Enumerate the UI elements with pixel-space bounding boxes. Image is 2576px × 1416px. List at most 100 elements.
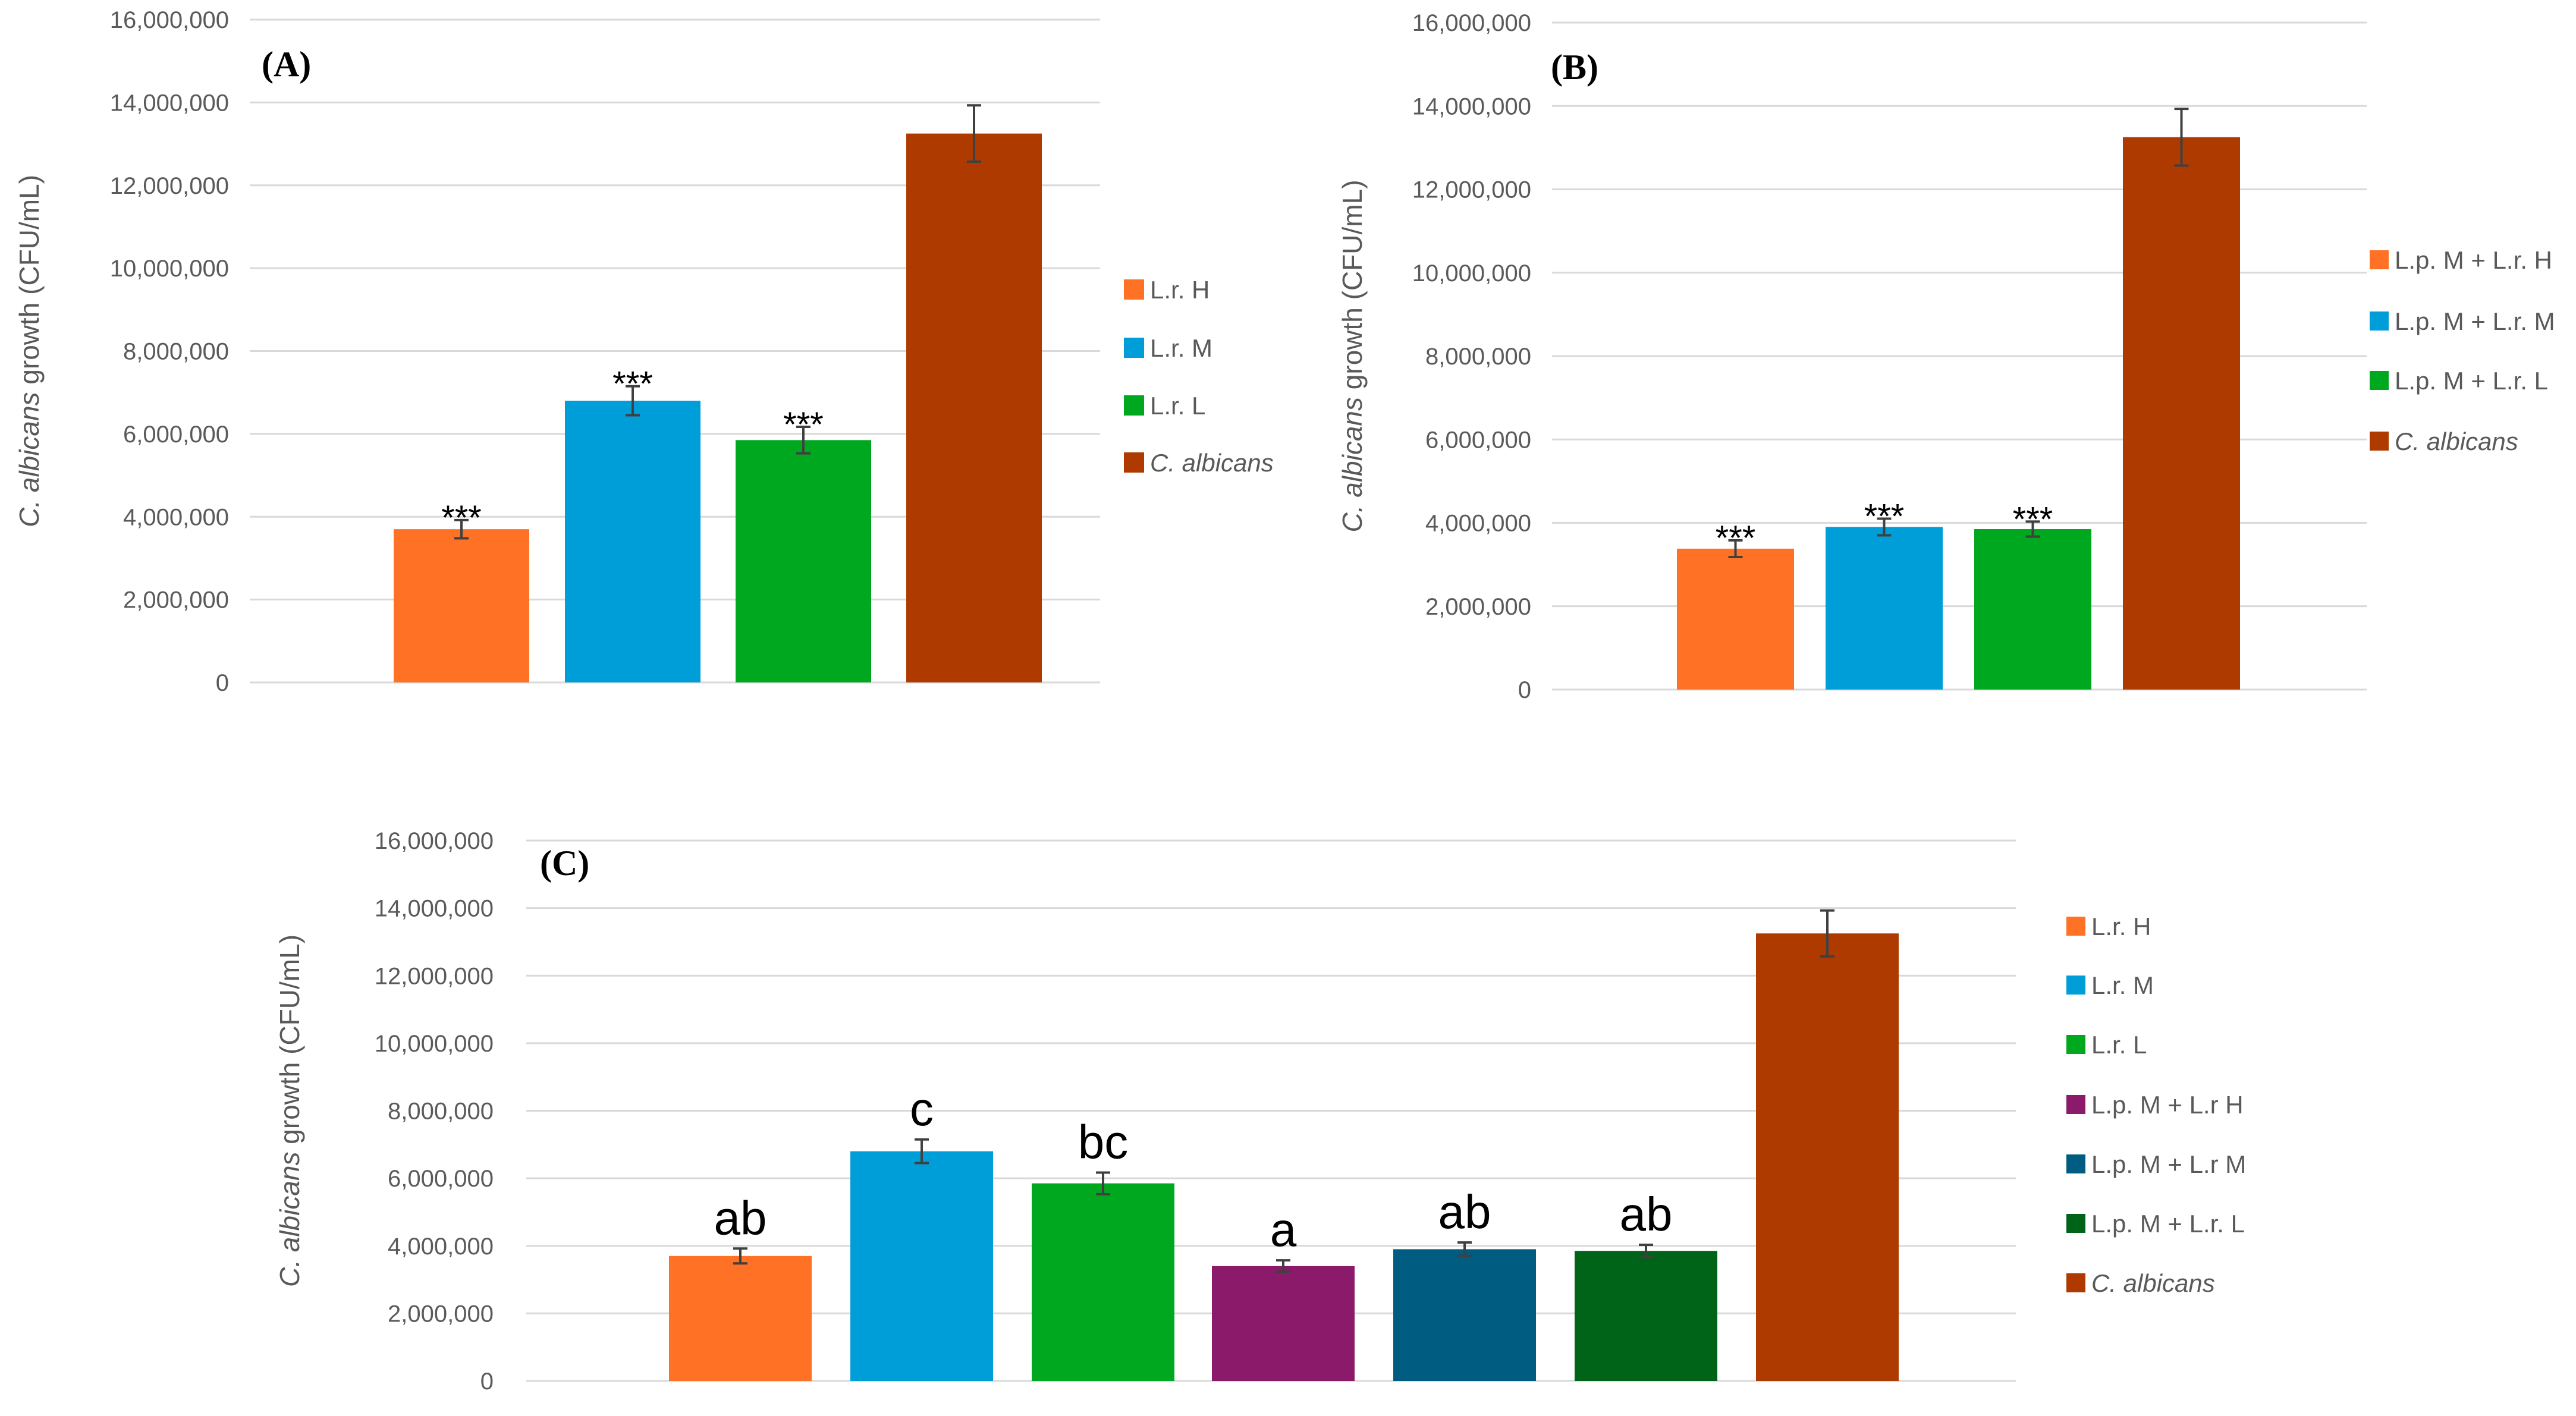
bar-4 (2123, 137, 2240, 690)
legend-swatch (2066, 917, 2085, 936)
chart-panel-a: 0 2,000,000 4,000,000 6,000,000 8,000,000 10,… (14, 7, 1274, 696)
chart-panel-b: 0 2,000,000 4,000,000 6,000,000 8,000,000 10,… (1337, 10, 2555, 703)
y-tick-label: 8,000,000 (123, 339, 229, 365)
y-axis-label-italic: C. albicans (14, 392, 45, 527)
y-tick-label: 12,000,000 (110, 173, 229, 199)
significance-label: ab (1620, 1188, 1673, 1241)
legend-label: L.r. L (1150, 392, 1205, 420)
y-tick-label: 16,000,000 (1412, 10, 1531, 36)
y-tick-label: 4,000,000 (123, 504, 229, 530)
bar-3 (1974, 529, 2091, 690)
significance-label: ab (1438, 1185, 1491, 1238)
legend-label: L.r. H (1150, 276, 1210, 304)
y-axis-label-rest: growth (CFU/mL) (274, 934, 305, 1151)
y-tick-label: 10,000,000 (110, 256, 229, 282)
bar-4 (1212, 1266, 1355, 1381)
panel-label: (B) (1551, 48, 1598, 87)
legend-swatch (1124, 452, 1144, 473)
legend-label: L.p. M + L.r. L (2091, 1210, 2245, 1238)
y-axis-label-italic: C. albicans (274, 1151, 305, 1287)
y-tick-label: 4,000,000 (388, 1234, 494, 1260)
y-tick-label: 0 (1518, 677, 1531, 703)
significance-label: *** (783, 405, 824, 444)
legend-label: L.r. M (2091, 971, 2154, 999)
legend-swatch (1124, 279, 1144, 300)
y-tick-label: 16,000,000 (110, 7, 229, 33)
y-axis-label: C. albicans growth (CFU/mL) (1337, 180, 1368, 532)
bar-3 (1032, 1183, 1174, 1381)
y-tick-label: 10,000,000 (375, 1031, 494, 1057)
bar-1 (669, 1255, 812, 1381)
y-tick-label: 16,000,000 (375, 828, 494, 854)
y-tick-label: 14,000,000 (375, 896, 494, 922)
y-axis-label: C. albicans growth (CFU/mL) (274, 934, 305, 1287)
y-tick-label: 14,000,000 (1412, 93, 1531, 119)
y-tick-label: 0 (480, 1368, 494, 1395)
y-axis-label-rest: growth (CFU/mL) (1337, 180, 1368, 397)
bar-1 (394, 529, 529, 682)
legend-swatch (2370, 250, 2389, 269)
legend-label: L.r. M (1150, 334, 1212, 362)
y-axis-label-italic: C. albicans (1337, 397, 1368, 533)
significance-label: ab (714, 1191, 767, 1244)
legend-swatch (1124, 338, 1144, 358)
y-tick-label: 8,000,000 (1425, 344, 1531, 370)
y-tick-label: 12,000,000 (1412, 177, 1531, 203)
bar-1 (1677, 548, 1794, 690)
legend-swatch (2066, 1273, 2085, 1292)
significance-label: *** (1864, 497, 1905, 536)
legend-label: C. albicans (2395, 427, 2518, 455)
y-tick-label: 6,000,000 (388, 1166, 494, 1192)
significance-label: *** (612, 365, 653, 404)
y-tick-label: 6,000,000 (123, 421, 229, 448)
legend-swatch (2370, 371, 2389, 390)
legend-swatch (2370, 432, 2389, 451)
significance-label: bc (1078, 1115, 1129, 1168)
bar-5 (1393, 1249, 1536, 1381)
significance-label: a (1270, 1203, 1297, 1256)
y-tick-label: 10,000,000 (1412, 260, 1531, 287)
bar-7 (1756, 933, 1899, 1381)
y-tick-label: 0 (216, 670, 229, 696)
chart-panel-c: 0 2,000,000 4,000,000 6,000,000 8,000,000 10,… (274, 828, 2246, 1395)
legend-label: L.p. M + L.r H (2091, 1091, 2244, 1119)
bar-3 (736, 440, 871, 682)
y-tick-label: 4,000,000 (1425, 511, 1531, 537)
y-tick-label: 8,000,000 (388, 1099, 494, 1125)
bar-2 (850, 1151, 993, 1381)
y-tick-label: 2,000,000 (1425, 594, 1531, 620)
legend-swatch (2066, 1214, 2085, 1233)
significance-label: *** (1716, 519, 1756, 558)
bar-6 (1575, 1251, 1717, 1381)
legend-swatch (2066, 976, 2085, 995)
legend-label: L.p. M + L.r. H (2395, 246, 2552, 274)
legend-label: L.p. M + L.r. L (2395, 367, 2548, 395)
legend-swatch (2370, 311, 2389, 331)
legend-label: L.p. M + L.r. M (2395, 307, 2555, 335)
y-tick-label: 2,000,000 (388, 1301, 494, 1327)
significance-label: c (910, 1083, 934, 1135)
bar-4 (906, 133, 1042, 682)
y-tick-label: 14,000,000 (110, 90, 229, 116)
legend-swatch (2066, 1095, 2085, 1114)
significance-label: *** (441, 499, 482, 537)
y-axis-label: C. albicans growth (CFU/mL) (14, 175, 45, 527)
bar-2 (1826, 527, 1943, 690)
legend-swatch (2066, 1154, 2085, 1173)
legend-swatch (1124, 395, 1144, 416)
panel-label: (A) (262, 45, 311, 84)
legend-label: L.r. L (2091, 1031, 2147, 1059)
significance-label: *** (2013, 500, 2053, 539)
y-tick-label: 6,000,000 (1425, 427, 1531, 453)
y-tick-label: 12,000,000 (375, 963, 494, 989)
legend-label: L.p. M + L.r M (2091, 1150, 2246, 1178)
y-axis-label-rest: growth (CFU/mL) (14, 175, 45, 392)
legend-label: C. albicans (1150, 449, 1274, 477)
legend-label: C. albicans (2091, 1269, 2215, 1297)
bar-2 (565, 401, 700, 682)
legend-swatch (2066, 1035, 2085, 1054)
legend-label: L.r. H (2091, 912, 2151, 940)
panel-label: (C) (540, 844, 589, 883)
y-tick-label: 2,000,000 (123, 587, 229, 613)
